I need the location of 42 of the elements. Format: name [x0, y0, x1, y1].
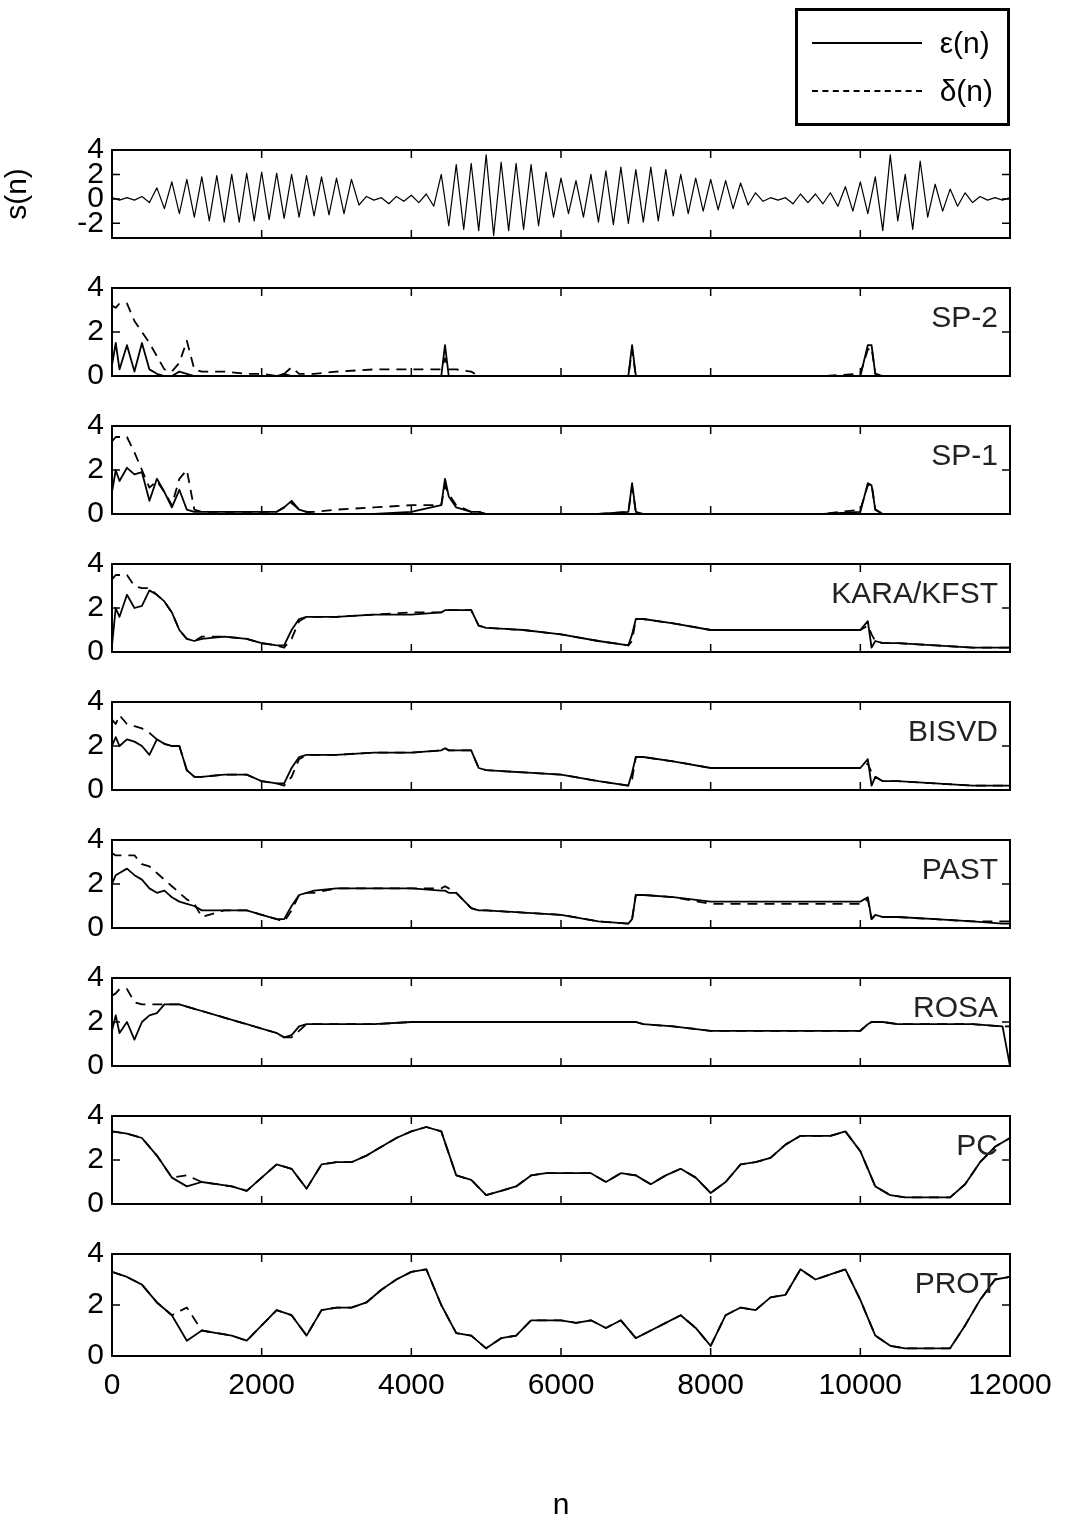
y-tick-label: 0 — [87, 1047, 104, 1081]
x-tick-label: 8000 — [677, 1367, 745, 1401]
x-tick-label: 2000 — [228, 1367, 296, 1401]
y-tick-label: 0 — [87, 495, 104, 529]
y-tick-label: 0 — [87, 909, 104, 943]
y-tick-label: 2 — [87, 865, 104, 899]
y-tick-label: 4 — [87, 407, 104, 441]
y-tick-label: 2 — [87, 313, 104, 347]
y-tick-label: 4 — [87, 821, 104, 855]
y-tick-label: 0 — [87, 633, 104, 667]
y-tick-label: 0 — [87, 357, 104, 391]
annotation: PROT — [914, 1266, 998, 1300]
y-tick-label: 4 — [87, 269, 104, 303]
x-tick-label: 4000 — [377, 1367, 445, 1401]
annotation: BISVD — [907, 714, 998, 748]
y-tick-label: 2 — [87, 727, 104, 761]
y-tick-label: 4 — [87, 959, 104, 993]
y-tick-label: 4 — [87, 683, 104, 717]
annotation: KARA/KFST — [831, 576, 998, 610]
y-tick-label: 2 — [87, 589, 104, 623]
x-tick-label: 10000 — [818, 1367, 903, 1401]
annotation: SP-1 — [931, 438, 998, 472]
annotation: ROSA — [912, 990, 998, 1024]
legend-label: ε(n) — [939, 26, 990, 60]
y-tick-label: 2 — [87, 451, 104, 485]
annotation: SP-2 — [931, 300, 998, 334]
y-tick-label: 4 — [87, 545, 104, 579]
x-tick-label: 12000 — [968, 1367, 1052, 1401]
legend-label: δ(n) — [939, 74, 993, 108]
annotation: PC — [956, 1128, 998, 1162]
y-tick-label: 4 — [87, 1097, 104, 1131]
y-tick-label: 0 — [87, 1185, 104, 1219]
y-axis-title: s(n) — [0, 168, 33, 220]
x-axis-title: n — [552, 1487, 570, 1521]
y-tick-label: 0 — [87, 771, 104, 805]
y-tick-label: 2 — [87, 1141, 104, 1175]
y-tick-label: 2 — [87, 1003, 104, 1037]
y-tick-label: 4 — [87, 1235, 104, 1269]
y-tick-label: 2 — [87, 1286, 104, 1320]
y-tick-label: 0 — [87, 1337, 104, 1371]
x-tick-label: 6000 — [527, 1367, 595, 1401]
annotation: PAST — [921, 852, 998, 886]
